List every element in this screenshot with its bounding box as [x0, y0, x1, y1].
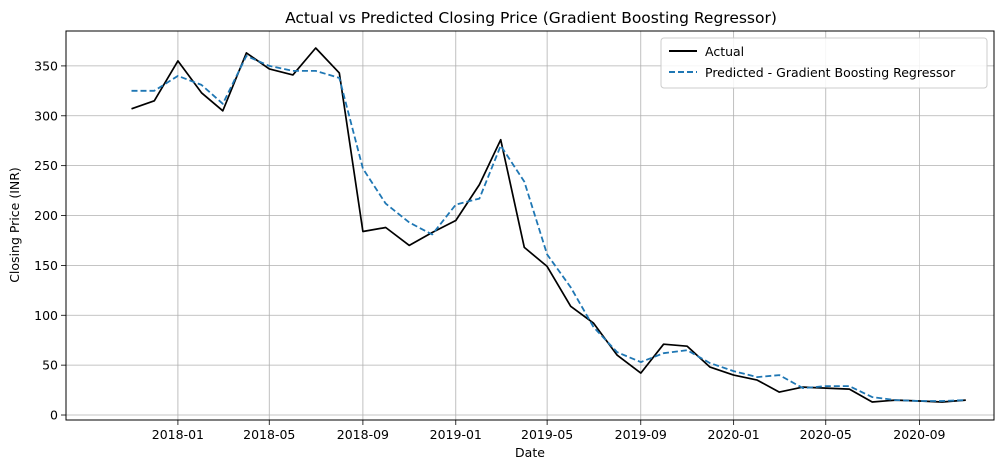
y-tick-label: 350 — [34, 58, 58, 73]
legend-label-predicted: Predicted - Gradient Boosting Regressor — [705, 65, 956, 80]
y-tick-label: 200 — [34, 208, 58, 223]
chart-title: Actual vs Predicted Closing Price (Gradi… — [285, 9, 777, 27]
x-tick-label: 2018-05 — [243, 427, 295, 442]
x-tick-label: 2019-05 — [521, 427, 573, 442]
x-tick-label: 2020-05 — [800, 427, 852, 442]
y-tick-label: 100 — [34, 308, 58, 323]
y-tick-label: 50 — [42, 358, 58, 373]
y-axis: 0 50 100 150 200 250 300 350 — [34, 58, 66, 423]
y-tick-label: 300 — [34, 108, 58, 123]
y-axis-label: Closing Price (INR) — [7, 167, 22, 283]
legend-box — [660, 37, 988, 89]
series-line-predicted — [131, 55, 966, 402]
x-tick-label: 2020-09 — [893, 427, 945, 442]
legend-label-actual: Actual — [705, 44, 744, 59]
plot-frame — [65, 30, 995, 421]
grid — [66, 31, 994, 420]
legend: Actual Predicted - Gradient Boosting Reg… — [660, 37, 988, 89]
x-axis-label: Date — [515, 445, 545, 460]
series-line-actual — [131, 47, 966, 403]
x-tick-label: 2019-09 — [615, 427, 667, 442]
x-tick-label: 2019-01 — [430, 427, 482, 442]
y-tick-label: 250 — [34, 158, 58, 173]
x-tick-label: 2018-09 — [337, 427, 389, 442]
x-tick-label: 2020-01 — [708, 427, 760, 442]
y-tick-label: 150 — [34, 258, 58, 273]
x-tick-label: 2018-01 — [152, 427, 204, 442]
x-axis: 2018-01 2018-05 2018-09 2019-01 2019-05 2019-… — [152, 420, 946, 442]
y-tick-label: 0 — [50, 408, 58, 423]
series-layer — [131, 47, 966, 403]
